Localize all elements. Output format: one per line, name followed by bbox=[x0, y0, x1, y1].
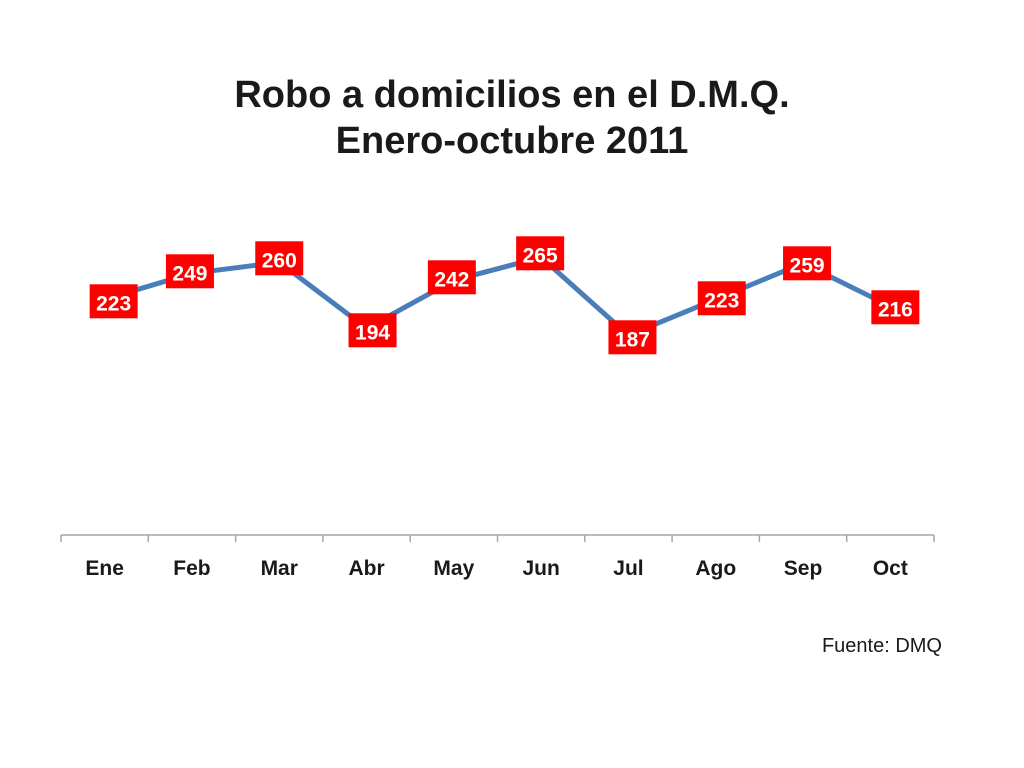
data-label: 194 bbox=[348, 313, 397, 348]
data-label: 216 bbox=[871, 290, 920, 325]
data-label-box bbox=[165, 254, 214, 289]
x-tick-label: May bbox=[433, 557, 474, 580]
data-label: 187 bbox=[608, 320, 657, 355]
data-label: 223 bbox=[697, 281, 746, 316]
chart-title-block: Robo a domicilios en el D.M.Q. Enero-oct… bbox=[0, 72, 1024, 164]
data-label: 260 bbox=[255, 241, 304, 276]
data-label-text: 187 bbox=[615, 328, 650, 351]
data-label-text: 223 bbox=[704, 289, 739, 312]
x-tick-label: Feb bbox=[173, 557, 210, 580]
data-label-box bbox=[348, 313, 397, 348]
source-note: Fuente: DMQ bbox=[821, 635, 942, 657]
data-label-text: 223 bbox=[96, 292, 131, 315]
data-label: 265 bbox=[516, 236, 565, 271]
data-label: 242 bbox=[427, 260, 476, 295]
chart-subtitle: Enero-octubre 2011 bbox=[335, 120, 689, 162]
data-label-box bbox=[783, 246, 832, 281]
data-label-text: 259 bbox=[790, 254, 825, 277]
x-tick-label: Oct bbox=[873, 557, 908, 580]
series-line bbox=[102, 254, 893, 338]
data-label-text: 260 bbox=[262, 249, 297, 272]
x-tick-label: Ene bbox=[85, 557, 124, 580]
data-label-box bbox=[697, 281, 746, 316]
data-label: 249 bbox=[165, 254, 214, 289]
data-label-box bbox=[608, 320, 657, 355]
x-tick-label: Jun bbox=[522, 557, 559, 580]
chart-title: Robo a domicilios en el D.M.Q. bbox=[234, 74, 790, 116]
x-tick-label: Sep bbox=[784, 557, 823, 580]
data-label-text: 242 bbox=[434, 268, 469, 291]
data-label: 259 bbox=[783, 246, 832, 281]
data-label-box bbox=[255, 241, 304, 276]
data-label-text: 265 bbox=[523, 244, 558, 267]
data-label-box bbox=[89, 284, 138, 319]
data-label-text: 194 bbox=[355, 321, 390, 344]
data-label-box bbox=[871, 290, 920, 325]
x-tick-label: Jul bbox=[613, 557, 643, 580]
x-tick-label: Mar bbox=[261, 557, 298, 580]
x-tick-label: Abr bbox=[348, 557, 384, 580]
data-label: 223 bbox=[89, 284, 138, 319]
data-label-box bbox=[427, 260, 476, 295]
data-label-text: 216 bbox=[878, 298, 913, 321]
x-tick-label: Ago bbox=[695, 557, 736, 580]
data-label-box bbox=[516, 236, 565, 271]
data-label-text: 249 bbox=[172, 262, 207, 285]
